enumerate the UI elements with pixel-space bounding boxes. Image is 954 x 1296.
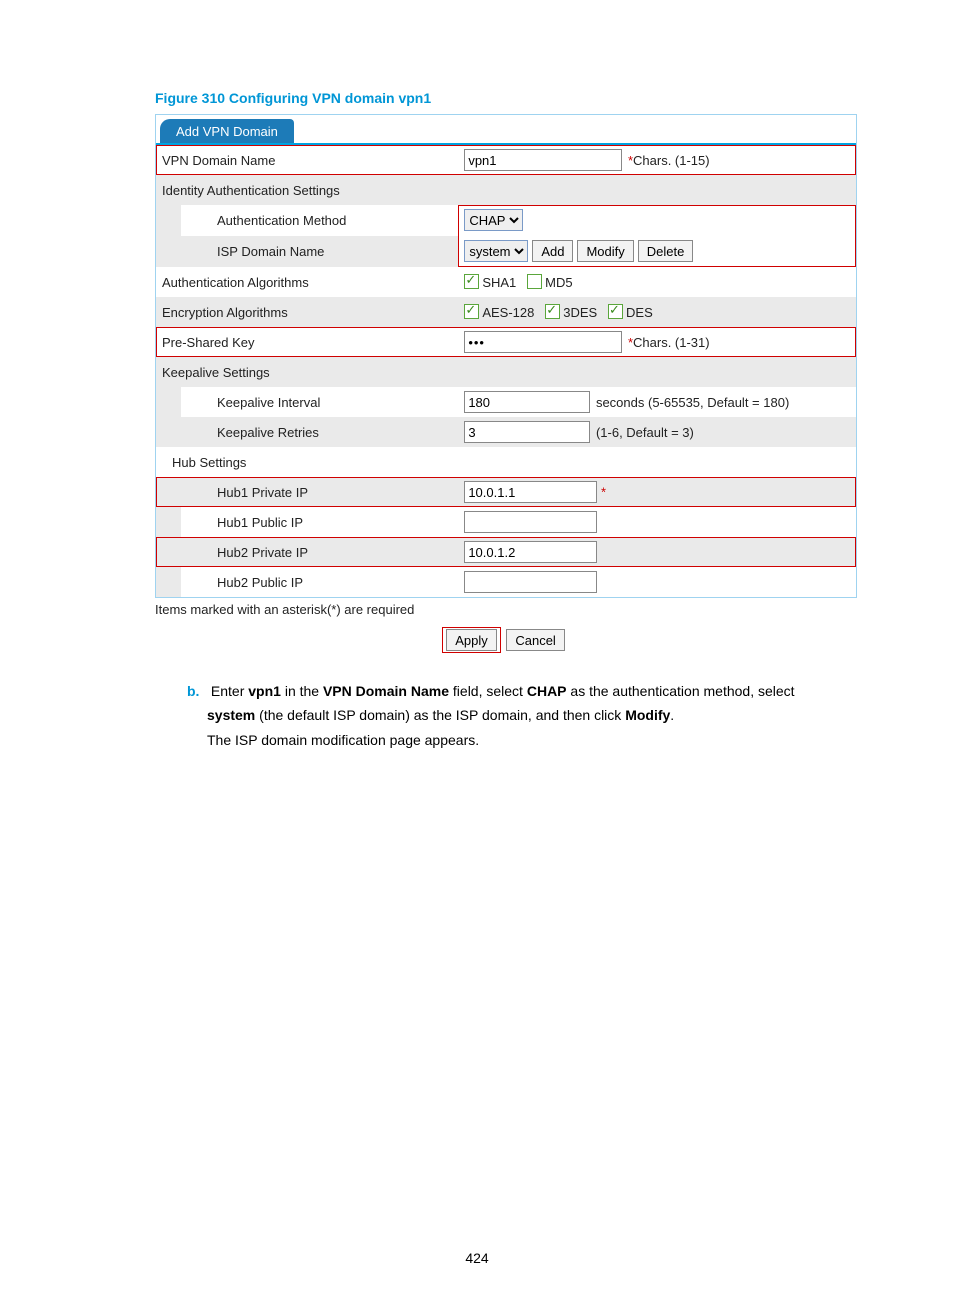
required-note: Items marked with an asterisk(*) are req… [155,602,854,617]
row-keepalive: Keepalive Settings [156,357,856,387]
label-sha1: SHA1 [482,275,516,290]
row-hub2-private: Hub2 Private IP [156,537,856,567]
hint-hub1-star: * [601,485,606,500]
label-hub2-public: Hub2 Public IP [181,567,458,597]
checkbox-sha1[interactable] [464,274,479,289]
keepalive-retries-input[interactable] [464,421,590,443]
row-keepalive-retries: Keepalive Retries (1-6, Default = 3) [156,417,856,447]
row-auth-method: Authentication Method CHAP system A [156,205,856,236]
action-buttons: Apply Cancel [155,627,854,653]
doc-text: b. Enter vpn1 in the VPN Domain Name fie… [187,681,847,750]
modify-button[interactable]: Modify [577,240,633,262]
row-auth-algorithms: Authentication Algorithms SHA1 MD5 [156,267,856,297]
figure-title: Figure 310 Configuring VPN domain vpn1 [155,90,854,106]
hint-keepalive-interval: seconds (5-65535, Default = 180) [596,395,789,410]
label-vpn-domain-name: VPN Domain Name [156,145,458,175]
label-hub1-public: Hub1 Public IP [181,507,458,537]
label-des: DES [626,305,653,320]
label-enc-algorithms: Encryption Algorithms [156,297,458,327]
row-hub1-private: Hub1 Private IP * [156,477,856,507]
hub1-private-input[interactable] [464,481,597,503]
label-identity-auth: Identity Authentication Settings [156,175,856,205]
row-psk: Pre-Shared Key *Chars. (1-31) [156,327,856,357]
hub1-public-input[interactable] [464,511,597,533]
add-button[interactable]: Add [532,240,573,262]
hint-vpn-name: **Chars. (1-15)Chars. (1-15) [628,153,710,168]
label-hub1-private: Hub1 Private IP [181,477,458,507]
hub2-public-input[interactable] [464,571,597,593]
checkbox-des[interactable] [608,304,623,319]
checkbox-md5[interactable] [527,274,542,289]
hint-keepalive-retries: (1-6, Default = 3) [596,425,694,440]
keepalive-interval-input[interactable] [464,391,590,413]
vpn-domain-name-input[interactable] [464,149,622,171]
label-auth-method: Authentication Method [181,205,458,236]
label-md5: MD5 [545,275,572,290]
apply-button[interactable]: Apply [446,629,497,651]
checkbox-aes128[interactable] [464,304,479,319]
label-hub2-private: Hub2 Private IP [181,537,458,567]
row-vpn-domain-name: VPN Domain Name **Chars. (1-15)Chars. (1… [156,145,856,175]
label-aes128: AES-128 [482,305,534,320]
auth-method-select[interactable]: CHAP [464,209,523,231]
label-hub-settings: Hub Settings [156,447,856,477]
row-enc-algorithms: Encryption Algorithms AES-128 3DES DES [156,297,856,327]
label-3des: 3DES [563,305,597,320]
label-auth-algorithms: Authentication Algorithms [156,267,458,297]
row-hub-settings: Hub Settings [156,447,856,477]
psk-input[interactable] [464,331,622,353]
label-isp-domain: ISP Domain Name [181,236,458,267]
row-hub1-public: Hub1 Public IP [156,507,856,537]
hub2-private-input[interactable] [464,541,597,563]
isp-domain-select[interactable]: system [464,240,528,262]
page-number: 424 [0,1250,954,1266]
form-table: VPN Domain Name **Chars. (1-15)Chars. (1… [156,145,856,597]
form-panel: Add VPN Domain VPN Domain Name **Chars. … [155,114,857,598]
step-letter: b. [187,681,207,701]
tab-row: Add VPN Domain [156,115,856,145]
label-keepalive-interval: Keepalive Interval [181,387,458,417]
delete-button[interactable]: Delete [638,240,694,262]
label-keepalive: Keepalive Settings [156,357,856,387]
label-keepalive-retries: Keepalive Retries [181,417,458,447]
row-hub2-public: Hub2 Public IP [156,567,856,597]
tab-add-vpn-domain[interactable]: Add VPN Domain [160,119,294,143]
checkbox-3des[interactable] [545,304,560,319]
cancel-button[interactable]: Cancel [506,629,564,651]
row-identity-auth: Identity Authentication Settings [156,175,856,205]
hint-psk: *Chars. (1-31) [628,335,710,350]
label-psk: Pre-Shared Key [156,327,458,357]
row-keepalive-interval: Keepalive Interval seconds (5-65535, Def… [156,387,856,417]
